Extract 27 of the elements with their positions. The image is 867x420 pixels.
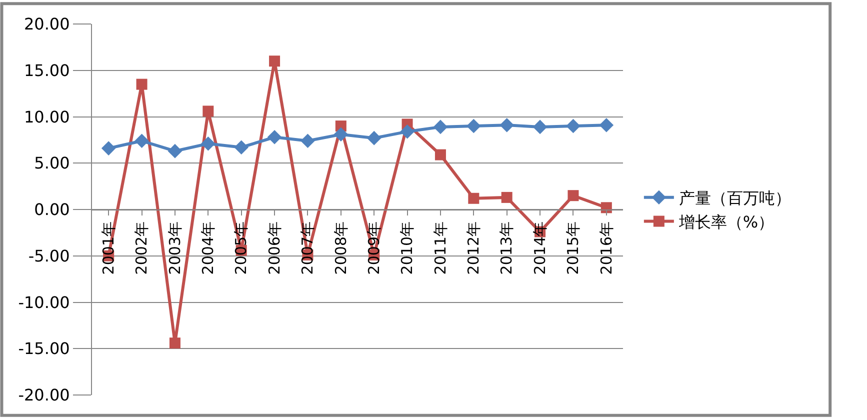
- y-tick-label: 10.00: [24, 107, 70, 126]
- x-tick-label: 2011年: [431, 222, 450, 275]
- y-tick-label: 15.00: [24, 60, 70, 80]
- y-tick-label: -20.00: [18, 386, 70, 405]
- y-tick-label: 5.00: [34, 154, 70, 173]
- x-tick-label: 2004年: [199, 222, 218, 275]
- x-tick-label: 2008年: [332, 222, 350, 275]
- x-tick-label: 2006年: [265, 222, 284, 275]
- x-tick-label: 2009年: [364, 222, 383, 275]
- x-tick-label: 2012年: [464, 222, 483, 275]
- x-tick-label: 2016年: [597, 222, 616, 275]
- legend-label: 产量（百万吨）: [678, 188, 791, 208]
- x-tick-label: 2007年: [298, 222, 317, 275]
- x-tick-label: 2013年: [498, 222, 516, 275]
- x-tick-label: 2014年: [530, 222, 549, 275]
- y-tick-label: -10.00: [18, 292, 70, 312]
- x-tick-label: 2010年: [398, 222, 416, 275]
- y-tick-label: 20.00: [24, 14, 70, 34]
- x-tick-label: 2001年: [99, 222, 118, 275]
- x-tick-label: 2005年: [232, 222, 250, 275]
- y-tick-label: -5.00: [28, 246, 70, 266]
- x-tick-label: 2002年: [132, 222, 151, 275]
- x-tick-label: 2015年: [564, 222, 582, 275]
- y-tick-label: 0.00: [34, 200, 70, 220]
- y-tick-label: -15.00: [18, 339, 70, 358]
- x-tick-label: 2003年: [166, 222, 184, 275]
- legend-label: 增长率（%）: [678, 212, 774, 232]
